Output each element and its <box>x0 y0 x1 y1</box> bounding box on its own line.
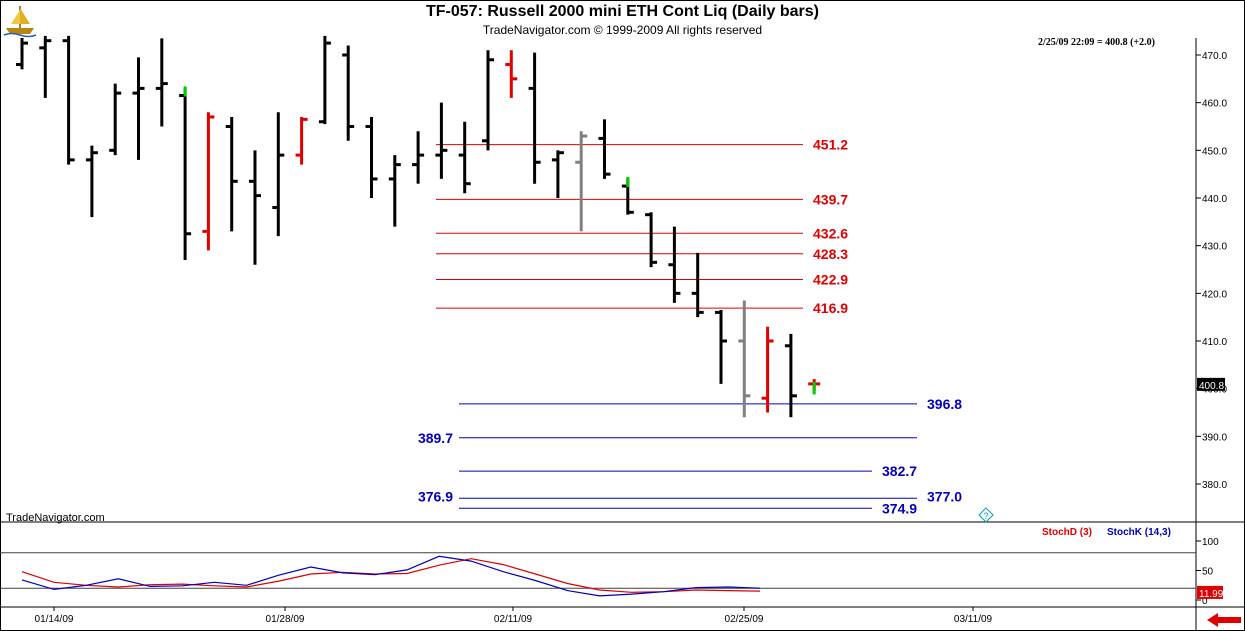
price-bar <box>109 83 122 156</box>
price-bar <box>295 116 308 165</box>
level-label-451.2: 451.2 <box>813 137 848 153</box>
price-bars <box>16 31 821 418</box>
last-price-label: 400.8 <box>1199 381 1224 392</box>
price-bar <box>342 45 355 141</box>
time-tick-label: 01/28/09 <box>266 614 305 625</box>
level-label-377.0: 377.0 <box>927 489 962 505</box>
price-tick-label: 380.0 <box>1202 480 1227 491</box>
level-label-382.7: 382.7 <box>882 463 917 479</box>
stoch-line-k <box>21 555 761 597</box>
question-diamond-icon <box>978 507 994 523</box>
price-tick-label: 390.0 <box>1202 432 1227 443</box>
price-tick-label: 430.0 <box>1202 242 1227 253</box>
watermark-text: TradeNavigator.com <box>6 512 105 524</box>
level-label-374.9: 374.9 <box>882 500 917 516</box>
level-label-422.9: 422.9 <box>813 272 848 288</box>
price-bar <box>435 102 448 179</box>
stoch-tick-label: 100 <box>1202 537 1219 548</box>
price-bar <box>132 57 145 160</box>
price-bar <box>62 35 75 165</box>
price-bar <box>598 119 611 179</box>
price-bar <box>528 52 541 184</box>
price-bar <box>318 35 331 125</box>
price-axis: 470.0460.0450.0440.0430.0420.0410.0400.0… <box>1196 51 1227 491</box>
level-label-416.9: 416.9 <box>813 300 848 316</box>
price-tick-label: 460.0 <box>1202 99 1227 110</box>
last-quote: 2/25/09 22:09 = 400.8 (+2.0) <box>1038 37 1155 48</box>
red-left-arrow-icon[interactable] <box>1206 612 1242 628</box>
level-label-432.6: 432.6 <box>813 225 848 241</box>
legend-stochd: StochD (3) <box>1042 527 1092 538</box>
price-bar <box>668 226 681 303</box>
price-tick-label: 410.0 <box>1202 337 1227 348</box>
price-bar <box>505 50 518 98</box>
price-bar <box>225 116 238 232</box>
level-label-439.7: 439.7 <box>813 191 848 207</box>
price-bar <box>272 112 285 237</box>
price-tick-label: 470.0 <box>1202 51 1227 62</box>
stoch-last-label: 11.99 <box>1199 589 1224 600</box>
price-bar <box>365 116 378 198</box>
price-bar <box>249 150 261 265</box>
stochastic-pane: 100 50 011.99 <box>0 537 1224 607</box>
price-tick-label: 420.0 <box>1202 289 1227 300</box>
level-label-389.7: 389.7 <box>418 430 453 446</box>
price-bar <box>85 145 98 218</box>
level-label-396.8: 396.8 <box>927 396 962 412</box>
level-label-376.9: 376.9 <box>418 489 453 505</box>
price-tick-label: 440.0 <box>1202 194 1227 205</box>
stoch-tick-label: 0 <box>1202 596 1208 607</box>
levels-layer: 451.2 439.7 432.6 428.3 422.9 416.9 396.8 389.7… <box>418 137 962 517</box>
price-tick-label: 450.0 <box>1202 146 1227 157</box>
price-bar <box>202 112 215 251</box>
price-bar <box>551 150 564 198</box>
price-bar <box>691 252 704 318</box>
time-tick-label: 03/11/09 <box>954 614 993 625</box>
price-bar <box>645 212 658 268</box>
price-bar <box>738 300 751 418</box>
price-bar <box>458 121 471 194</box>
price-pane: ? <box>0 38 1245 631</box>
price-bar <box>155 38 168 127</box>
price-bar <box>575 131 588 232</box>
time-tick-label: 01/14/09 <box>35 614 74 625</box>
legend-stochk: StochK (14,3) <box>1107 527 1171 538</box>
question-mark-glyph: ? <box>983 511 988 521</box>
stoch-last-box <box>1197 585 1223 599</box>
time-tick-label: 02/11/09 <box>494 614 533 625</box>
time-tick-label: 02/25/09 <box>725 614 764 625</box>
price-bar <box>388 155 401 227</box>
price-bar <box>39 35 52 98</box>
last-price-box <box>1197 377 1225 391</box>
sailing-ship-icon <box>2 2 38 38</box>
price-bar <box>784 333 797 418</box>
copyright-text: TradeNavigator.com © 1999-2009 All right… <box>482 23 763 37</box>
price-bar <box>412 131 425 184</box>
price-bar <box>715 310 727 384</box>
time-axis: 01/14/09 01/28/09 02/11/09 02/25/09 03/11/09 <box>35 607 993 625</box>
level-label-428.3: 428.3 <box>813 246 848 262</box>
price-bar <box>482 50 494 151</box>
price-bar <box>761 326 774 413</box>
stoch-tick-label: 50 <box>1202 567 1214 578</box>
chart-title: TF-057: Russell 2000 mini ETH Cont Liq (… <box>426 3 819 20</box>
